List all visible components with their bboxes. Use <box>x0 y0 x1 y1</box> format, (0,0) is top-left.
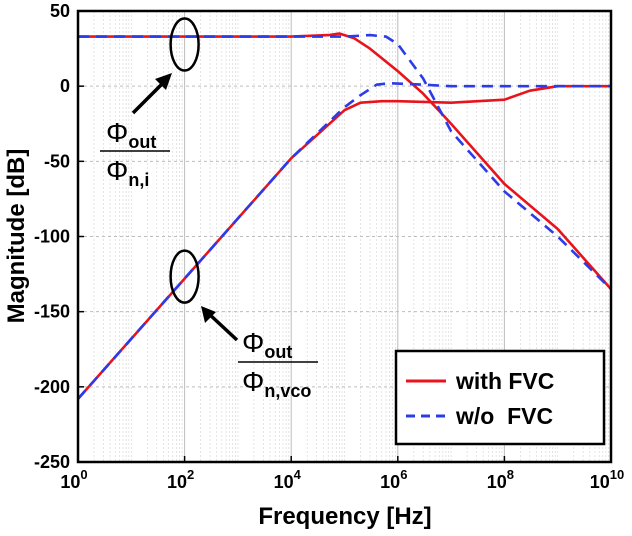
legend: with FVC w/o FVC <box>394 349 606 446</box>
x-tick-label: 104 <box>274 467 302 492</box>
annotation-arrowhead <box>201 306 216 323</box>
legend-box <box>394 349 606 446</box>
fraction-denominator: Φn,vco <box>242 366 311 401</box>
fraction-numerator: Φout <box>106 117 156 152</box>
x-tick-label: 100 <box>60 467 87 492</box>
annotation-ellipse <box>169 249 200 304</box>
x-tick-label: 102 <box>167 467 194 492</box>
legend-label-without-fvc: w/o FVC <box>455 403 553 429</box>
y-tick-label: 0 <box>60 76 70 96</box>
y-tick-label: -150 <box>34 302 70 322</box>
x-tick-labels: 100 102 104 106 108 1010 <box>60 456 624 492</box>
y-tick-label: -50 <box>44 151 70 171</box>
series-layer <box>77 32 612 400</box>
y-tick-label: -200 <box>34 377 70 397</box>
fraction-numerator: Φout <box>242 327 292 362</box>
annotation-transfer-2: Φout Φn,vco <box>169 249 318 401</box>
x-axis-label: Frequency [Hz] <box>258 503 431 530</box>
annotation-arrow-shaft <box>131 78 168 115</box>
y-tick-label: -250 <box>34 452 70 472</box>
series-line-without-fvc-2 <box>78 33 612 291</box>
x-tick-label: 108 <box>487 467 514 492</box>
annotation-ellipse <box>169 17 200 72</box>
fraction-denominator: Φn,i <box>106 155 149 190</box>
annotation-arrow-shaft <box>206 311 239 342</box>
y-axis-label: Magnitude [dB] <box>3 149 30 324</box>
annotation-arrowhead <box>155 73 172 90</box>
y-tick-labels: 50 0 -50 -100 -150 -200 -250 <box>34 1 84 472</box>
y-tick-label: 50 <box>50 1 70 21</box>
y-tick-label: -100 <box>34 227 70 247</box>
x-tick-label: 1010 <box>590 467 625 492</box>
series-line-without-fvc-3 <box>77 81 611 400</box>
annotation-transfer-1: Φout Φn,i <box>100 17 200 190</box>
x-tick-label: 106 <box>380 467 407 492</box>
legend-label-with-fvc: with FVC <box>455 368 554 394</box>
